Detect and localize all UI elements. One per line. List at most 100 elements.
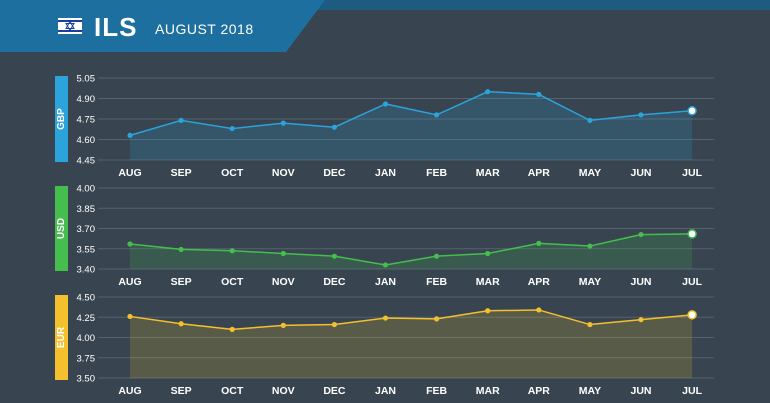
usd-ytick-label: 3.85	[77, 204, 96, 215]
gbp-ytick-label: 4.45	[77, 156, 96, 167]
gbp-chart: GBP 4.45 4.60 4.75 4.90 5.05 AUG SEP OCT NOV DEC JA…	[55, 74, 714, 179]
eur-data-point	[382, 315, 389, 321]
eur-xtick-label: JAN	[375, 385, 396, 397]
usd-xtick-label: JAN	[375, 276, 396, 288]
gbp-data-point	[434, 112, 440, 118]
eur-xtick-label: MAR	[476, 385, 500, 397]
usd-series-label: USD	[56, 218, 67, 239]
gbp-data-point	[382, 101, 389, 107]
gbp-series-label: GBP	[56, 108, 67, 130]
gbp-xtick-label: JUL	[682, 167, 702, 179]
gbp-data-point	[536, 91, 542, 97]
gbp-xtick-label: FEB	[426, 167, 447, 179]
eur-xtick-label: APR	[528, 385, 551, 397]
gbp-label-tab	[55, 76, 68, 162]
usd-data-point	[536, 240, 542, 246]
usd-label-tab	[55, 186, 68, 271]
eur-data-point	[280, 322, 286, 328]
usd-data-point	[178, 246, 184, 253]
eur-area	[130, 309, 693, 378]
gbp-xtick-label: MAR	[476, 167, 500, 179]
eur-xtick-label: FEB	[426, 385, 447, 397]
usd-data-point	[331, 253, 337, 259]
gbp-ytick-label: 4.90	[77, 94, 96, 105]
usd-data-point	[127, 241, 133, 247]
eur-data-point	[587, 321, 593, 328]
eur-xtick-label: JUN	[630, 385, 651, 397]
israel-flag-icon	[58, 18, 82, 34]
gbp-data-point	[229, 125, 235, 132]
usd-data-point	[638, 231, 644, 238]
header-bar: ILS AUGUST 2018	[0, 0, 770, 52]
eur-series-label: EUR	[56, 326, 67, 348]
gbp-data-point	[485, 89, 491, 95]
gbp-xtick-label: JAN	[375, 167, 396, 179]
usd-xtick-label: OCT	[221, 276, 244, 288]
gbp-xtick-label: NOV	[272, 167, 295, 179]
eur-ytick-label: 4.00	[77, 333, 96, 344]
gbp-ytick-label: 4.75	[77, 115, 96, 126]
eur-ytick-label: 3.50	[77, 374, 96, 385]
eur-data-point	[331, 321, 337, 328]
usd-xtick-label: DEC	[323, 276, 346, 288]
gbp-xtick-label: OCT	[221, 167, 244, 179]
eur-data-point	[638, 317, 644, 323]
usd-data-point	[687, 229, 697, 239]
gbp-xtick-label: MAY	[579, 167, 601, 179]
usd-xtick-label: APR	[528, 276, 551, 288]
eur-data-point	[127, 313, 133, 320]
eur-data-point	[434, 316, 440, 322]
eur-xtick-label: JUL	[682, 385, 702, 397]
eur-ytick-label: 4.50	[77, 293, 96, 304]
header-tab	[0, 0, 325, 52]
eur-data-point	[687, 310, 697, 320]
currency-code: ILS	[94, 12, 138, 42]
gbp-xtick-label: SEP	[171, 167, 192, 179]
eur-ytick-label: 3.75	[77, 353, 96, 364]
gbp-xtick-label: APR	[528, 167, 551, 179]
gbp-data-point	[127, 132, 133, 138]
eur-xtick-label: DEC	[323, 385, 346, 397]
usd-ytick-label: 3.40	[77, 265, 96, 276]
usd-ytick-label: 3.55	[77, 244, 96, 255]
usd-ytick-label: 4.00	[77, 184, 96, 195]
usd-chart: USD 3.40 3.55 3.70 3.85 4.00 AUG SEP OCT NOV DEC JA…	[55, 184, 714, 288]
usd-ytick-label: 3.70	[77, 224, 96, 235]
eur-data-point	[536, 307, 542, 313]
usd-data-point	[485, 250, 491, 257]
usd-xtick-label: JUL	[682, 276, 702, 288]
gbp-data-point	[587, 117, 593, 123]
eur-ytick-label: 4.25	[77, 313, 96, 324]
eur-xtick-label: OCT	[221, 385, 244, 397]
usd-xtick-label: AUG	[118, 276, 141, 288]
usd-xtick-label: JUN	[630, 276, 651, 288]
gbp-data-point	[687, 106, 697, 116]
eur-xtick-label: AUG	[118, 385, 141, 397]
gbp-ytick-label: 4.60	[77, 135, 96, 146]
usd-data-point	[434, 253, 440, 259]
gbp-data-point	[331, 124, 337, 130]
usd-xtick-label: FEB	[426, 276, 447, 288]
usd-series-line	[129, 233, 693, 266]
gbp-data-point	[178, 117, 184, 123]
gbp-series-line	[129, 90, 693, 137]
usd-xtick-label: MAR	[476, 276, 500, 288]
usd-xtick-label: NOV	[272, 276, 295, 288]
eur-data-point	[178, 321, 184, 327]
eur-xtick-label: NOV	[272, 385, 295, 397]
eur-label-tab	[55, 295, 68, 380]
eur-data-point	[229, 326, 235, 332]
usd-data-point	[229, 248, 235, 254]
eur-xtick-label: MAY	[579, 385, 601, 397]
gbp-xtick-label: DEC	[323, 167, 346, 179]
usd-data-point	[587, 243, 593, 249]
eur-chart: EUR 3.50 3.75 4.00 4.25 4.50 AUG SEP OCT NOV DEC JA…	[55, 293, 714, 397]
eur-xtick-label: SEP	[171, 385, 192, 397]
gbp-xtick-label: AUG	[118, 167, 141, 179]
usd-xtick-label: MAY	[579, 276, 601, 288]
eur-data-point	[485, 308, 491, 314]
usd-area	[130, 233, 693, 269]
gbp-data-point	[280, 120, 286, 126]
eur-series-line	[129, 309, 693, 331]
